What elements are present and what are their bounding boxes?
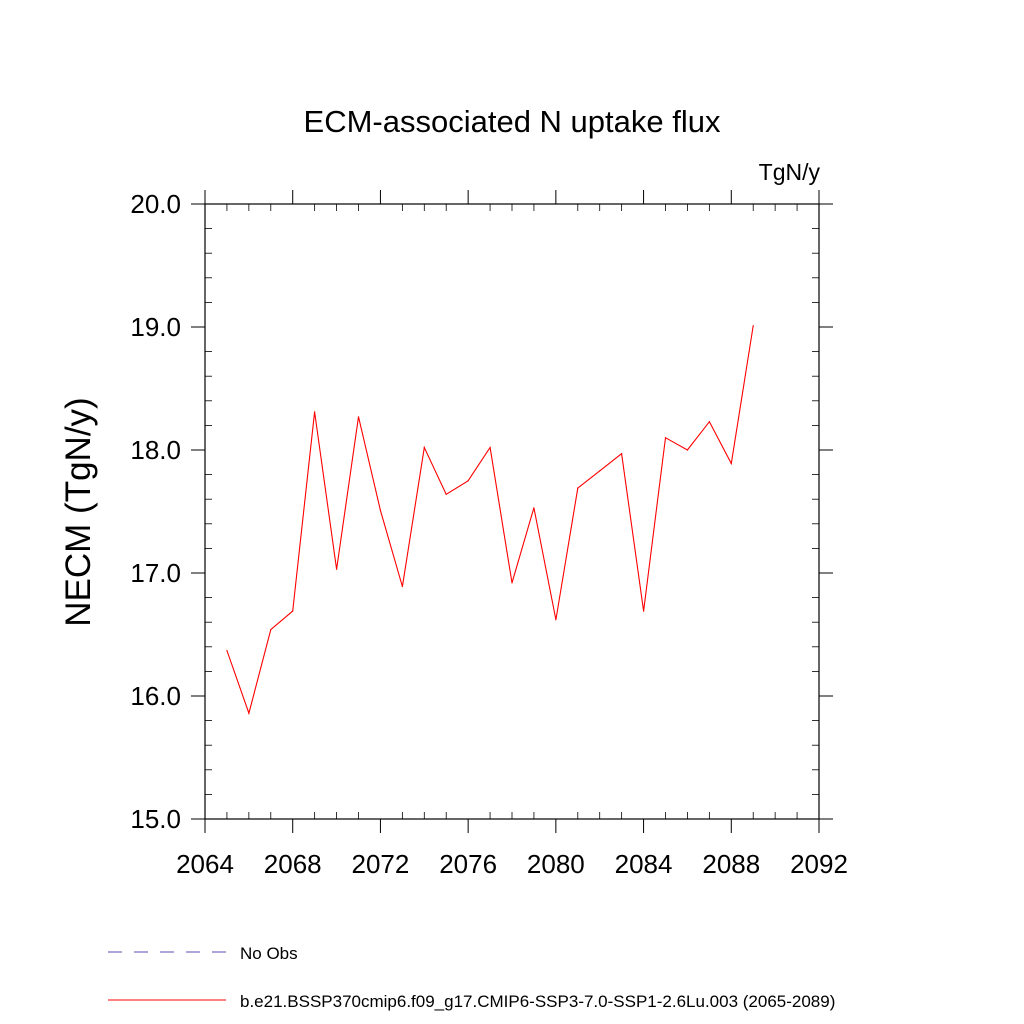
data-point (708, 421, 710, 423)
y-tick-label: 17.0 (130, 558, 181, 588)
data-point (467, 480, 469, 482)
data-point (555, 619, 557, 621)
data-point (270, 628, 272, 631)
data-point (423, 446, 425, 449)
plot-frame (204, 203, 820, 820)
data-point (599, 470, 601, 472)
series-layer (226, 325, 754, 716)
data-point (314, 411, 316, 413)
data-point (226, 649, 228, 652)
data-point (621, 453, 623, 455)
data-point (577, 487, 579, 489)
legend: No Obs b.e21.BSSP370cmip6.f09_g17.CMIP6-S… (108, 944, 835, 1011)
data-point (533, 507, 535, 509)
y-tick-label: 16.0 (130, 681, 181, 711)
y-tick-label: 19.0 (130, 312, 181, 342)
y-tick-label: 20.0 (130, 189, 181, 219)
data-point (752, 325, 754, 327)
series-line (226, 325, 754, 716)
x-tick-label: 2080 (527, 849, 585, 879)
legend-label: No Obs (240, 944, 298, 963)
data-point (248, 712, 250, 714)
x-tick-label: 2092 (790, 849, 848, 879)
x-tick-label: 2084 (615, 849, 673, 879)
data-point (686, 449, 689, 451)
data-point (401, 585, 403, 588)
chart-title: ECM-associated N uptake flux (304, 104, 721, 139)
x-tick-label: 2088 (702, 849, 760, 879)
x-tick-label: 2068 (264, 849, 322, 879)
data-point (730, 462, 732, 465)
y-tick-label: 18.0 (130, 435, 181, 465)
data-point (511, 582, 513, 584)
y-tick-label: 15.0 (130, 804, 181, 834)
y-axis-label: NECM (TgN/y) (59, 397, 98, 626)
legend-label: b.e21.BSSP370cmip6.f09_g17.CMIP6-SSP3-7.… (240, 992, 835, 1011)
x-axis: 2064 2068 2072 2076 2080 2084 2088 2092 (176, 190, 848, 879)
data-point (292, 610, 294, 612)
data-point (379, 509, 382, 511)
x-tick-label: 2076 (439, 849, 497, 879)
data-point (357, 416, 360, 418)
data-point (489, 446, 491, 449)
x-tick-label: 2072 (352, 849, 410, 879)
x-tick-label: 2064 (176, 849, 234, 879)
data-point (664, 437, 667, 439)
y-axis: 15.0 16.0 17.0 18.0 19.0 20.0 (130, 189, 833, 834)
units-label: TgN/y (759, 159, 821, 185)
data-point (642, 610, 645, 612)
data-point (445, 493, 447, 495)
data-point (335, 568, 338, 570)
